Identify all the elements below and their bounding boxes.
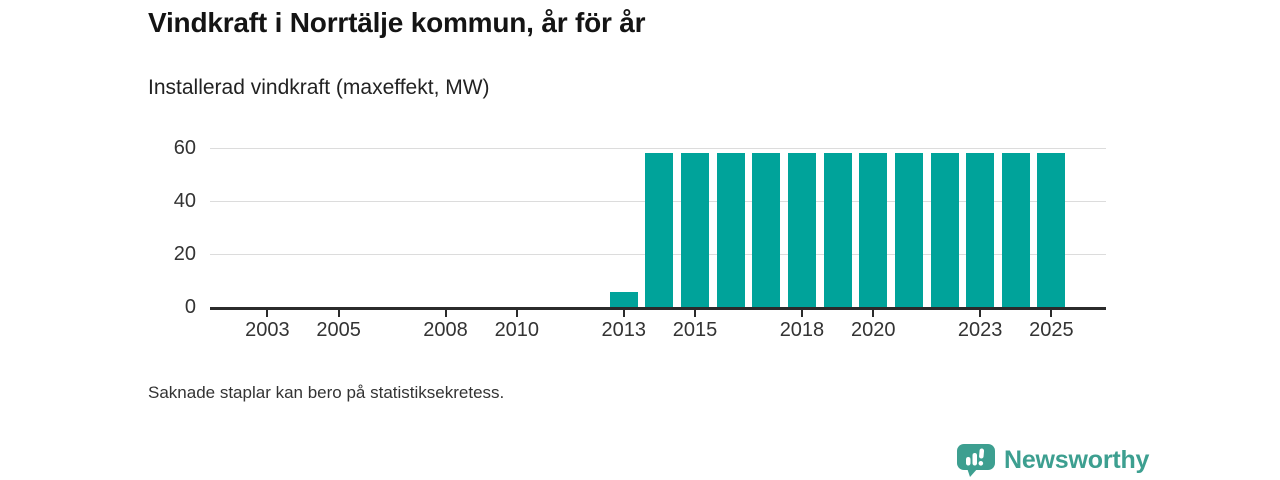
bar-2022 <box>930 153 959 307</box>
x-axis-label-2025: 2025 <box>1029 319 1074 341</box>
plot-area: 2003 2005 2008 2010 2013 2015 2018 2020 2023 2025 <box>210 138 1106 341</box>
x-axis-label-2018: 2018 <box>779 319 825 341</box>
x-axis-tick-2005 <box>337 309 340 317</box>
newsworthy-logo: Newsworthy <box>957 443 1149 477</box>
bar-chart-speech-bubble-icon <box>957 443 995 477</box>
y-axis-labels: 0 20 40 60 <box>120 136 196 318</box>
x-axis-label-2008: 2008 <box>423 319 468 341</box>
y-axis-label: 20 <box>173 242 196 265</box>
x-axis-label-2020: 2020 <box>850 319 896 341</box>
x-axis-label-2013: 2013 <box>601 319 646 341</box>
bar-2016 <box>716 153 745 307</box>
chart-subtitle: Installerad vindkraft (maxeffekt, MW) <box>148 76 490 99</box>
x-axis-label-2015: 2015 <box>672 319 718 341</box>
x-axis-tick-2010 <box>515 309 518 317</box>
x-axis-label-2023: 2023 <box>957 319 1003 341</box>
bar-2024 <box>1001 153 1030 307</box>
bar-2020 <box>859 153 888 307</box>
y-axis-label: 40 <box>173 189 196 212</box>
x-axis-line <box>210 307 1106 310</box>
bar-2021 <box>894 153 923 307</box>
x-axis-label-2005: 2005 <box>316 319 361 341</box>
x-axis-tick-2008 <box>444 309 447 317</box>
x-axis-tick-2020 <box>872 309 875 317</box>
bar-2013 <box>609 292 638 307</box>
bar-2025 <box>1037 153 1066 307</box>
x-axis-tick-2018 <box>800 309 803 317</box>
x-axis-label-2003: 2003 <box>245 319 290 341</box>
newsworthy-logo-text: Newsworthy <box>1004 445 1150 474</box>
x-axis-tick-2025 <box>1050 309 1053 317</box>
bar-2019 <box>823 153 852 307</box>
footnote: Saknade staplar kan bero på statistiksek… <box>148 383 505 402</box>
x-axis-label-2010: 2010 <box>494 319 540 341</box>
bar-2023 <box>966 153 995 307</box>
x-axis-tick-2003 <box>266 309 269 317</box>
bar-2015 <box>681 153 710 307</box>
x-axis-tick-2015 <box>694 309 697 317</box>
bar-2014 <box>645 153 674 307</box>
y-axis-label: 0 <box>184 296 196 318</box>
x-axis-tick-2013 <box>622 309 625 317</box>
chart-title: Vindkraft i Norrtälje kommun, år för år <box>148 7 646 38</box>
x-axis-tick-2023 <box>979 309 982 317</box>
y-axis-label: 60 <box>173 136 196 159</box>
bar-2018 <box>787 153 816 307</box>
bar-2017 <box>752 153 781 307</box>
gridline-60 <box>210 147 1106 150</box>
